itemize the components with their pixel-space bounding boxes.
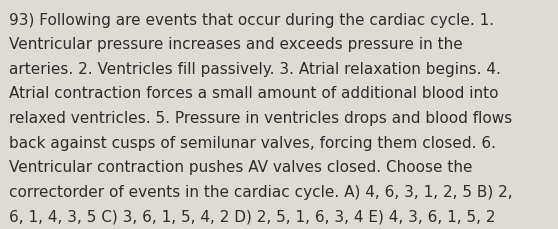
Text: Ventricular contraction pushes AV valves closed. Choose the: Ventricular contraction pushes AV valves…: [9, 160, 473, 174]
Text: 6, 1, 4, 3, 5 C) 3, 6, 1, 5, 4, 2 D) 2, 5, 1, 6, 3, 4 E) 4, 3, 6, 1, 5, 2: 6, 1, 4, 3, 5 C) 3, 6, 1, 5, 4, 2 D) 2, …: [9, 209, 496, 224]
Text: relaxed ventricles. 5. Pressure in ventricles drops and blood flows: relaxed ventricles. 5. Pressure in ventr…: [9, 111, 512, 125]
Text: Ventricular pressure increases and exceeds pressure in the: Ventricular pressure increases and excee…: [9, 37, 463, 52]
Text: 93) Following are events that occur during the cardiac cycle. 1.: 93) Following are events that occur duri…: [9, 13, 494, 27]
Text: back against cusps of semilunar valves, forcing them closed. 6.: back against cusps of semilunar valves, …: [9, 135, 496, 150]
Text: arteries. 2. Ventricles fill passively. 3. Atrial relaxation begins. 4.: arteries. 2. Ventricles fill passively. …: [9, 62, 501, 76]
Text: correctorder of events in the cardiac cycle. A) 4, 6, 3, 1, 2, 5 B) 2,: correctorder of events in the cardiac cy…: [9, 184, 513, 199]
Text: Atrial contraction forces a small amount of additional blood into: Atrial contraction forces a small amount…: [9, 86, 498, 101]
